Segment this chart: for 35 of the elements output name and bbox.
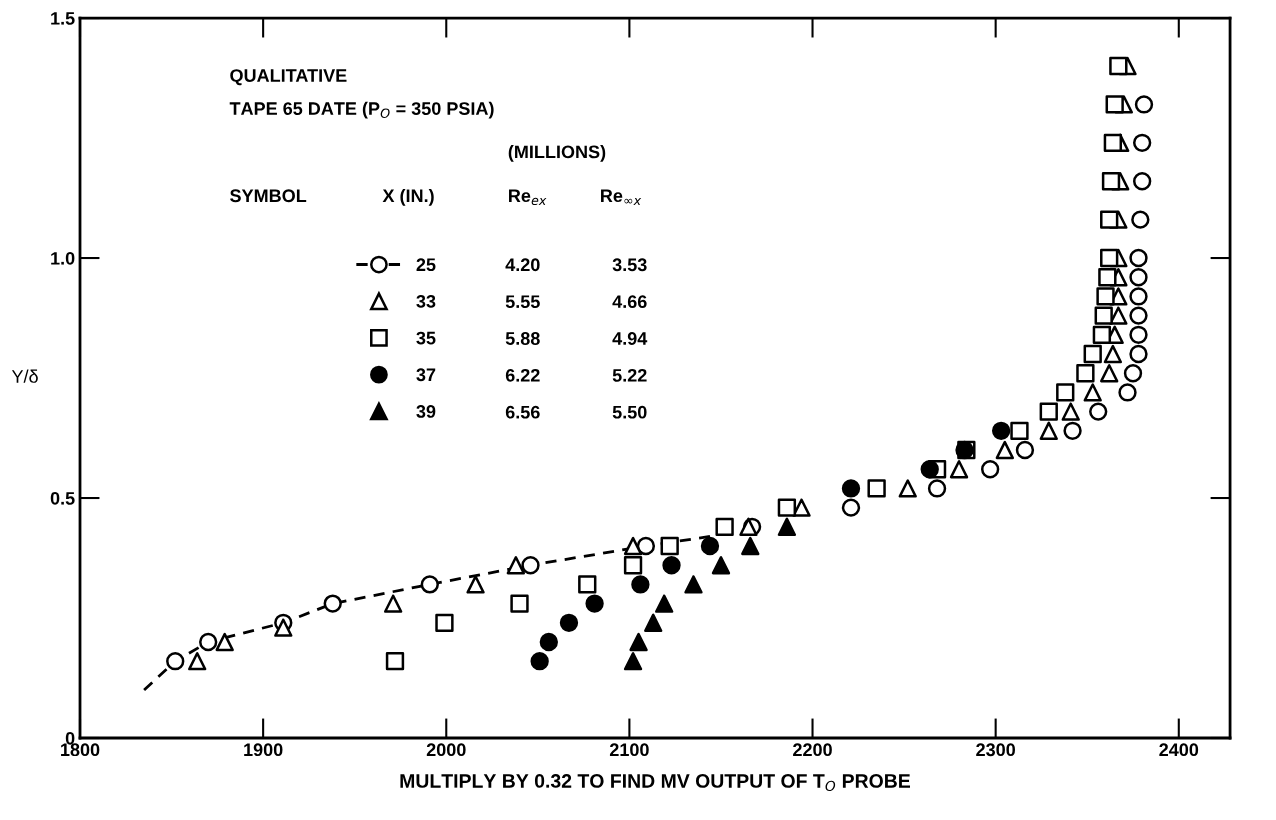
x-tick-label: 1800 xyxy=(61,743,100,757)
y-tick-label: 1.5 xyxy=(51,12,75,25)
y-tick-label: 0.5 xyxy=(50,491,75,505)
y-axis-title: Y/δ xyxy=(11,369,38,383)
annotation: 5.50 xyxy=(612,405,647,419)
x-axis-title: MULTIPLY BY 0.32 TO FIND MV OUTPUT OF T$_{O}$ PROBE xyxy=(400,774,910,792)
annotation: SYMBOL xyxy=(230,189,307,203)
annotation: 3.53 xyxy=(612,258,647,272)
annotation: 4.94 xyxy=(612,332,648,345)
x-tick-label: 2300 xyxy=(976,743,1015,757)
annotation: 5.88 xyxy=(505,332,540,345)
annotation: 4.66 xyxy=(612,295,647,309)
legend-label: 39 xyxy=(416,405,436,418)
legend-label: 25 xyxy=(416,258,436,272)
x-tick-label: 2000 xyxy=(426,743,466,757)
annotation: Re$_{ex}$ xyxy=(509,189,547,206)
annotation: QUALITATIVE xyxy=(230,69,347,86)
x-tick-label: 2100 xyxy=(609,743,649,757)
annotation: (MILLIONS) xyxy=(508,144,606,162)
annotation: 4.20 xyxy=(505,258,540,272)
annotation: 5.22 xyxy=(612,368,647,382)
annotation: Re$_{∞x}$ xyxy=(601,189,642,205)
x-tick-label: 2200 xyxy=(793,743,832,757)
legend-label: 35 xyxy=(416,331,436,345)
annotation: TAPE 65 DATE (P$_{O}$ = 350 PSIA) xyxy=(229,101,494,119)
legend-label: 33 xyxy=(416,294,436,308)
annotation: X (IN.) xyxy=(382,188,434,206)
x-tick-label: 1900 xyxy=(244,743,283,757)
y-tick-label: 1.0 xyxy=(51,251,75,265)
legend-label: 37 xyxy=(416,368,436,382)
annotation: 6.56 xyxy=(505,405,540,419)
y-tick-label: 0 xyxy=(65,731,75,745)
annotation: 6.22 xyxy=(505,368,540,382)
annotation: 5.55 xyxy=(505,295,540,309)
x-tick-label: 2400 xyxy=(1159,743,1199,757)
